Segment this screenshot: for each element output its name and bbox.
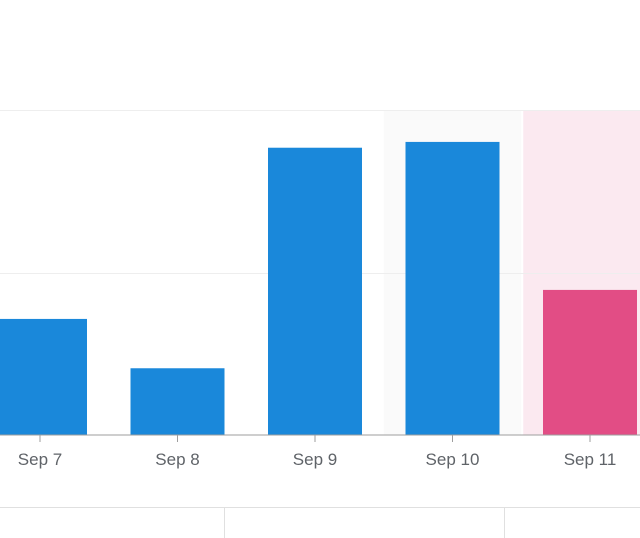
bars-layer	[0, 141, 637, 436]
x-tick-label: Sep 7	[18, 450, 62, 469]
x-tick-label: Sep 9	[293, 450, 337, 469]
footer-separator	[224, 508, 225, 538]
bar-sep-11	[543, 289, 637, 435]
tick-labels-layer: Sep 7 Sep 8 Sep 9 Sep 10 Sep 11	[18, 450, 617, 469]
x-tick-label: Sep 8	[155, 450, 199, 469]
bar-sep-8	[130, 368, 225, 435]
ticks-layer	[39, 435, 591, 442]
footer-separator	[504, 508, 505, 538]
bar-sep-10	[405, 141, 500, 435]
x-tick-label: Sep 10	[426, 450, 480, 469]
bar-sep-9	[268, 147, 362, 436]
bar-sep-7	[0, 318, 87, 435]
x-tick-label: Sep 11	[564, 450, 617, 469]
footer-divider	[0, 507, 640, 508]
